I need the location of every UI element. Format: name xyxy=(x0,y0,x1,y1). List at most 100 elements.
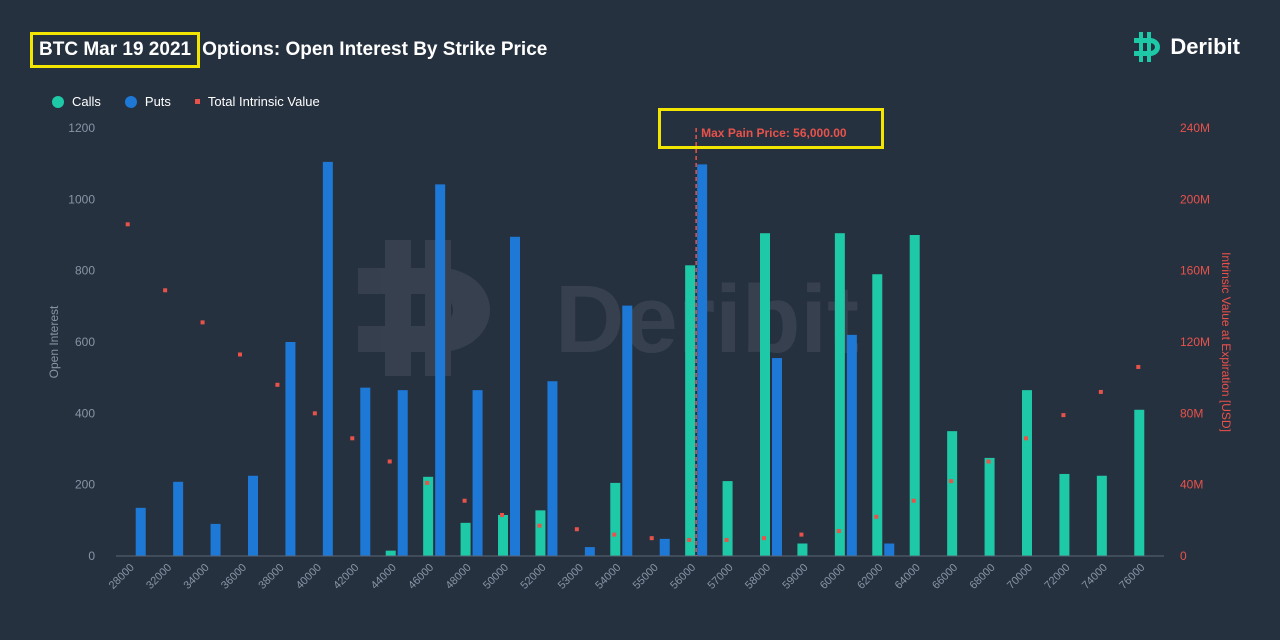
intrinsic-value-point xyxy=(200,320,205,325)
y2-tick-label: 80M xyxy=(1180,406,1203,420)
calls-bar xyxy=(947,431,958,556)
puts-bar xyxy=(697,164,708,556)
x-tick-label: 74000 xyxy=(1080,562,1110,592)
y-tick-label: 0 xyxy=(88,549,95,563)
intrinsic-value-point xyxy=(612,532,617,537)
y-tick-label: 1200 xyxy=(68,121,95,135)
intrinsic-value-point xyxy=(1098,389,1103,394)
x-tick-label: 38000 xyxy=(256,562,286,592)
intrinsic-value-point xyxy=(762,536,766,541)
calls-bar xyxy=(535,510,546,556)
puts-bar xyxy=(173,481,184,556)
calls-bar xyxy=(984,457,995,556)
puts-bar xyxy=(135,507,146,556)
legend-calls-label: Calls xyxy=(72,94,101,109)
x-tick-label: 55000 xyxy=(631,562,661,592)
max-pain-label: Max Pain Price: 56,000.00 xyxy=(701,126,847,140)
intrinsic-value-point xyxy=(574,527,579,532)
y-tick-label: 800 xyxy=(75,264,95,278)
legend-intrinsic-marker xyxy=(194,99,200,104)
puts-bar xyxy=(360,387,371,556)
calls-bar xyxy=(797,543,808,556)
intrinsic-value-point xyxy=(163,288,168,293)
puts-bar xyxy=(547,381,558,556)
y-tick-label: 200 xyxy=(75,478,95,492)
x-tick-label: 60000 xyxy=(818,562,848,592)
puts-bar xyxy=(397,390,408,556)
puts-bar xyxy=(322,161,333,556)
x-tick-label: 70000 xyxy=(1005,562,1035,592)
y2-tick-label: 120M xyxy=(1180,335,1210,349)
y-tick-label: 1000 xyxy=(68,192,95,206)
intrinsic-value-point xyxy=(387,459,392,464)
puts-bar xyxy=(210,523,221,556)
intrinsic-value-point xyxy=(949,479,954,484)
intrinsic-value-point xyxy=(275,382,280,387)
chart-legend: Calls Puts Total Intrinsic Value xyxy=(52,94,320,109)
x-tick-label: 72000 xyxy=(1042,562,1072,592)
calls-bar xyxy=(610,482,621,556)
intrinsic-value-point xyxy=(238,352,242,357)
calls-bar xyxy=(1059,473,1070,556)
legend-item-calls[interactable]: Calls xyxy=(52,94,101,109)
x-tick-label: 28000 xyxy=(107,562,137,592)
y2-axis-label: Intrinsic Value at Expiration [USD] xyxy=(1219,252,1233,432)
max-pain-highlight-box xyxy=(658,108,884,149)
puts-bar xyxy=(659,538,670,556)
x-tick-label: 50000 xyxy=(481,562,511,592)
calls-bar xyxy=(834,233,845,556)
puts-bar xyxy=(772,358,782,556)
y2-tick-label: 240M xyxy=(1180,121,1210,135)
deribit-logo: Deribit xyxy=(1130,30,1240,64)
intrinsic-value-point xyxy=(911,498,916,503)
legend-item-intrinsic[interactable]: Total Intrinsic Value xyxy=(194,94,320,109)
calls-bar xyxy=(498,514,508,556)
calls-bar xyxy=(909,235,920,556)
legend-puts-label: Puts xyxy=(144,94,171,109)
puts-bar xyxy=(622,305,633,556)
chart-title: BTC Mar 19 2021 Options: Open Interest B… xyxy=(30,30,547,70)
puts-bar xyxy=(285,342,296,556)
title-expiry: BTC Mar 19 2021 xyxy=(39,39,192,60)
x-tick-label: 57000 xyxy=(706,562,736,592)
x-tick-label: 68000 xyxy=(968,562,998,592)
x-tick-label: 76000 xyxy=(1117,562,1147,592)
calls-bar xyxy=(385,550,396,556)
intrinsic-value-point xyxy=(799,532,804,537)
intrinsic-value-point xyxy=(836,529,841,534)
puts-bar xyxy=(472,390,483,556)
intrinsic-value-point xyxy=(350,436,355,441)
x-tick-label: 42000 xyxy=(331,562,361,592)
x-tick-label: 36000 xyxy=(219,562,249,592)
intrinsic-value-point xyxy=(1024,436,1028,441)
intrinsic-value-point xyxy=(537,523,542,528)
x-tick-label: 48000 xyxy=(444,562,474,592)
intrinsic-value-point xyxy=(1061,413,1066,418)
x-tick-label: 40000 xyxy=(294,562,324,592)
x-tick-label: 34000 xyxy=(182,562,212,592)
title-text: Options: Open Interest By Strike Price xyxy=(202,39,548,60)
brand-name: Deribit xyxy=(1170,34,1240,59)
puts-bar xyxy=(248,475,258,556)
y-axis-label: Open Interest xyxy=(47,305,61,378)
title-highlight-box: BTC Mar 19 2021 xyxy=(30,32,201,68)
puts-bar xyxy=(510,236,520,557)
intrinsic-value-point xyxy=(724,537,729,542)
calls-bar xyxy=(722,481,733,556)
legend-calls-marker xyxy=(52,95,64,108)
calls-bar xyxy=(760,233,770,556)
x-tick-label: 66000 xyxy=(930,562,960,592)
x-tick-label: 52000 xyxy=(518,562,548,592)
puts-bar xyxy=(435,184,446,556)
y-tick-label: 400 xyxy=(75,406,95,420)
intrinsic-value-point xyxy=(986,459,991,464)
y2-tick-label: 40M xyxy=(1180,478,1203,492)
intrinsic-value-point xyxy=(312,411,317,416)
legend-item-puts[interactable]: Puts xyxy=(124,94,171,109)
x-tick-label: 32000 xyxy=(144,562,174,592)
intrinsic-value-point xyxy=(1136,364,1141,369)
calls-bar xyxy=(685,265,696,556)
x-tick-label: 59000 xyxy=(780,562,810,592)
calls-bar xyxy=(1022,390,1032,556)
